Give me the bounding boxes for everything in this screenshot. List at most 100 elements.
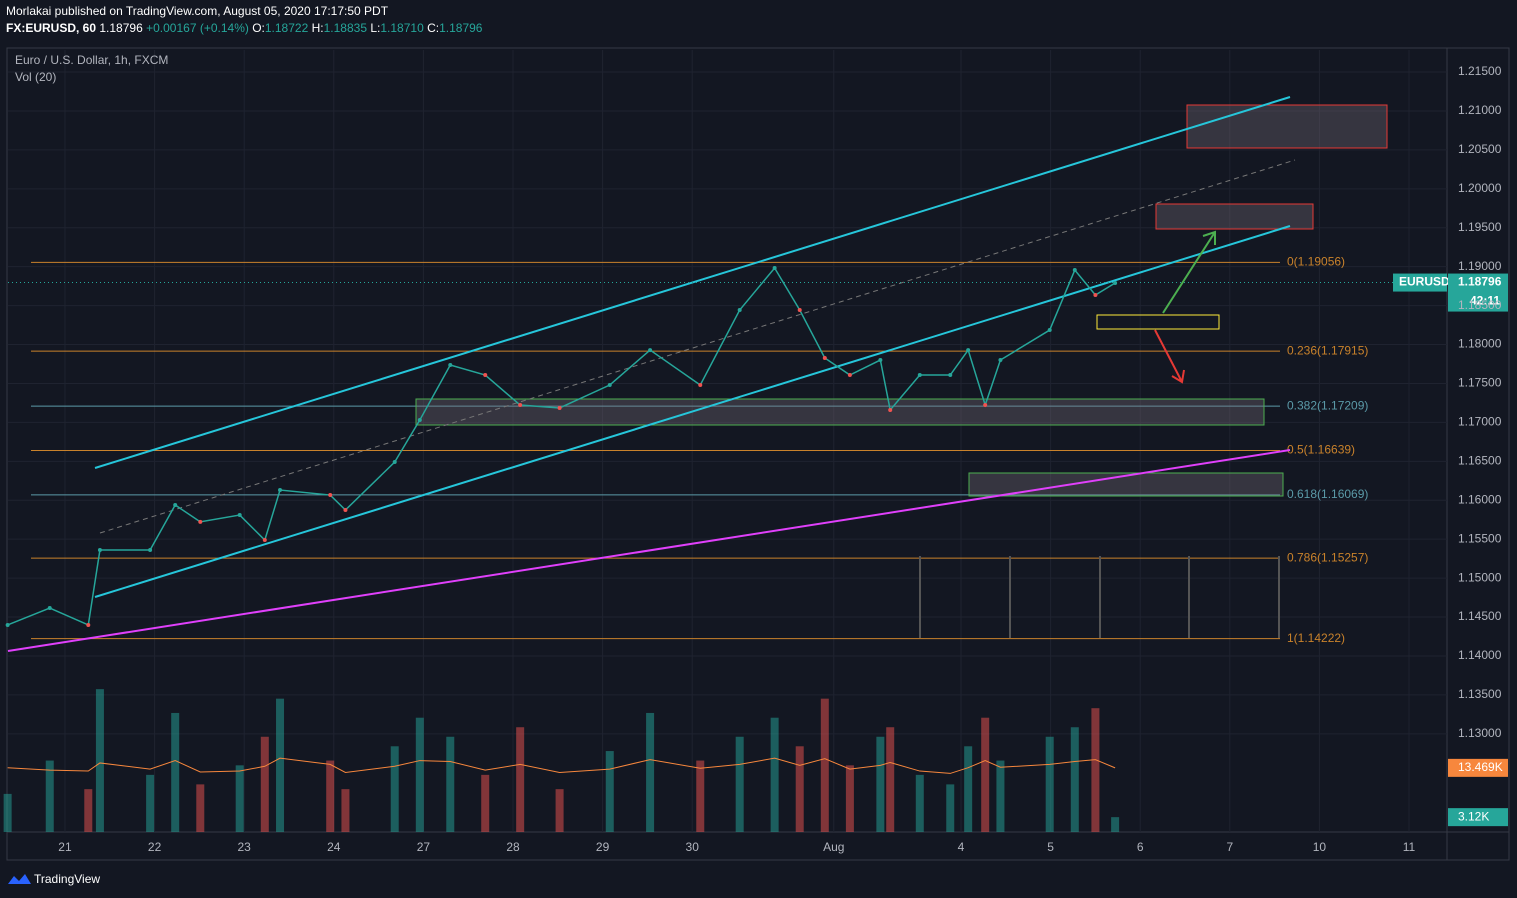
volume-bar xyxy=(45,760,54,832)
volume-bar xyxy=(260,736,269,832)
volume-bar xyxy=(795,746,804,832)
fib-retracement: 0(1.19056) 0.236(1.17915) 0.382(1.17209) 0.… xyxy=(31,254,1368,645)
arrow-up xyxy=(1162,230,1216,314)
fib-label: 0.236(1.17915) xyxy=(1287,343,1368,357)
volume-bar xyxy=(845,765,854,832)
price-point xyxy=(86,622,91,627)
fib-label: 0.786(1.15257) xyxy=(1287,550,1368,564)
price-point xyxy=(888,408,893,413)
y-tick-label: 1.18000 xyxy=(1458,337,1502,351)
volume-bar xyxy=(171,712,180,832)
trendline xyxy=(7,449,1291,652)
price-point xyxy=(797,308,802,313)
volume-bar xyxy=(946,784,955,832)
volume xyxy=(3,689,1120,832)
price-point xyxy=(5,622,10,627)
arrow-down xyxy=(1154,329,1185,384)
l: 1.18710 xyxy=(380,21,424,35)
x-tick-label: 7 xyxy=(1226,840,1233,854)
x-tick-label: 24 xyxy=(327,840,341,854)
volume-bar xyxy=(876,736,885,832)
volume-bar xyxy=(646,712,655,832)
price-point xyxy=(237,513,242,518)
price-point xyxy=(1093,293,1098,298)
y-tick-label: 1.18500 xyxy=(1458,298,1502,312)
price-point xyxy=(1047,328,1052,333)
volume-bar xyxy=(481,774,490,832)
price-point xyxy=(948,373,953,378)
price-point xyxy=(983,403,988,408)
o: 1.18722 xyxy=(265,21,309,35)
volume-bar xyxy=(415,717,424,832)
volume-bar xyxy=(84,789,93,832)
volume-bar xyxy=(964,746,973,832)
price-point xyxy=(966,348,971,353)
y-tick-label: 1.14500 xyxy=(1458,609,1502,623)
y-tick-label: 1.13000 xyxy=(1458,726,1502,740)
channel-mid xyxy=(99,159,1296,534)
change: +0.00167 (+0.14%) xyxy=(146,21,249,35)
price-point xyxy=(917,373,922,378)
volume-bar xyxy=(886,727,895,832)
price-point xyxy=(97,548,102,553)
price-point xyxy=(822,356,827,361)
price-point xyxy=(47,606,52,611)
price-point xyxy=(278,488,283,493)
c: 1.18796 xyxy=(439,21,483,35)
y-tick-label: 1.17500 xyxy=(1458,376,1502,390)
volume-bar xyxy=(326,760,335,832)
y-tick-label: 1.14000 xyxy=(1458,648,1502,662)
x-tick-label: 22 xyxy=(148,840,162,854)
x-tick-label: 29 xyxy=(596,840,610,854)
volume-bar xyxy=(1045,736,1054,832)
x-tick-label: 30 xyxy=(686,840,700,854)
volume-bar xyxy=(1111,817,1120,832)
zone xyxy=(415,398,1265,426)
price-point xyxy=(607,383,612,388)
price-point xyxy=(343,507,348,512)
last: 1.18796 xyxy=(99,21,143,35)
volume-bar xyxy=(390,746,399,832)
tag-timer: 42:11 xyxy=(1470,294,1500,308)
footer: TradingView xyxy=(34,872,100,886)
volume-bar xyxy=(146,774,155,832)
price-point xyxy=(1072,268,1077,273)
header-line: FX:EURUSD, 60 1.18796 +0.00167 (+0.14%) … xyxy=(6,21,483,35)
volume-tag: 13.469K xyxy=(1458,760,1503,774)
c-key: C: xyxy=(427,21,439,35)
publisher: Morlakai published on TradingView.com, A… xyxy=(6,4,389,18)
y-tick-label: 1.20500 xyxy=(1458,142,1502,156)
x-tick-label: 21 xyxy=(58,840,72,854)
l-key: L: xyxy=(370,21,380,35)
x-tick-label: Aug xyxy=(823,840,844,854)
tag-price: 1.18796 xyxy=(1458,275,1502,289)
x-tick-label: 28 xyxy=(506,840,520,854)
y-tick-label: 1.16500 xyxy=(1458,453,1502,467)
x-tick-label: 23 xyxy=(238,840,252,854)
logo xyxy=(8,874,31,884)
tag-bg xyxy=(1448,758,1508,777)
tag-name: EURUSD xyxy=(1399,275,1450,289)
y-tick-label: 1.20000 xyxy=(1458,181,1502,195)
x-tick-label: 11 xyxy=(1403,840,1416,854)
volume-bar xyxy=(276,698,285,832)
zone xyxy=(1186,104,1388,149)
volume-bar xyxy=(516,727,525,832)
legend-title: Euro / U.S. Dollar, 1h, FXCM xyxy=(15,53,168,67)
fib-time xyxy=(919,556,1280,638)
volume-bar xyxy=(3,793,12,832)
volume-bar xyxy=(235,765,244,832)
volume-bar xyxy=(555,789,564,832)
h: 1.18835 xyxy=(324,21,368,35)
volume-bar xyxy=(1070,727,1079,832)
fib-label: 0.382(1.17209) xyxy=(1287,398,1368,412)
price-point xyxy=(998,358,1003,363)
fib-label: 1(1.14222) xyxy=(1287,631,1345,645)
price-point xyxy=(173,502,178,507)
volume-bar xyxy=(1091,708,1100,832)
volume-bar xyxy=(696,760,705,832)
zone xyxy=(1096,314,1220,330)
price-point xyxy=(737,308,742,313)
price-point xyxy=(483,373,488,378)
